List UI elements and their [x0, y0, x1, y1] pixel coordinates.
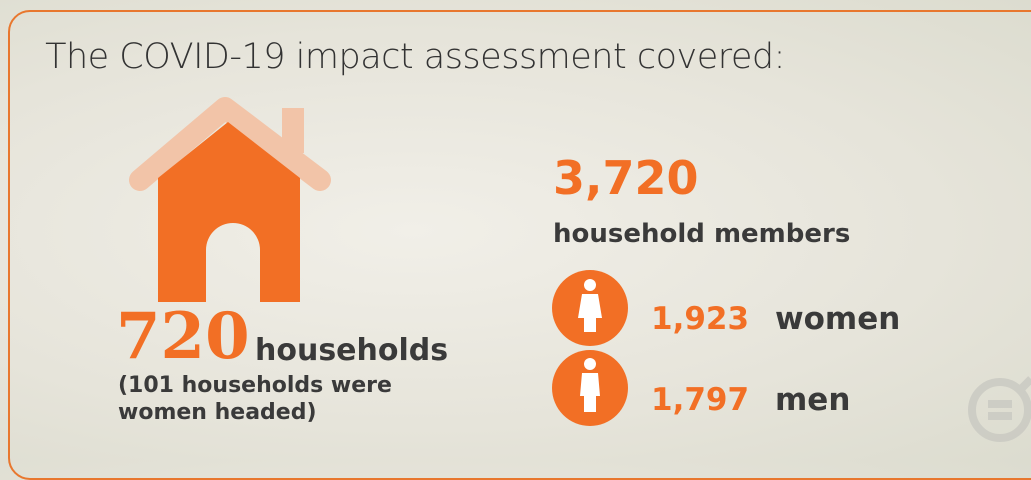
women-label: women	[775, 301, 901, 337]
men-number: 1,797	[651, 382, 750, 418]
households-note: (101 households were women headed)	[118, 373, 392, 425]
title: The COVID-19 impact assessment covered:	[45, 37, 785, 77]
women-icon	[552, 270, 628, 346]
icons	[129, 97, 1031, 442]
households-number: 720	[116, 299, 250, 374]
members-label: household members	[553, 219, 851, 249]
house-icon	[129, 97, 331, 302]
households-label: households	[255, 333, 449, 368]
women-number: 1,923	[651, 301, 750, 337]
gender-symbol	[968, 376, 1031, 442]
men-icon	[552, 350, 628, 426]
men-label: men	[775, 382, 851, 418]
members-number: 3,720	[553, 151, 699, 205]
